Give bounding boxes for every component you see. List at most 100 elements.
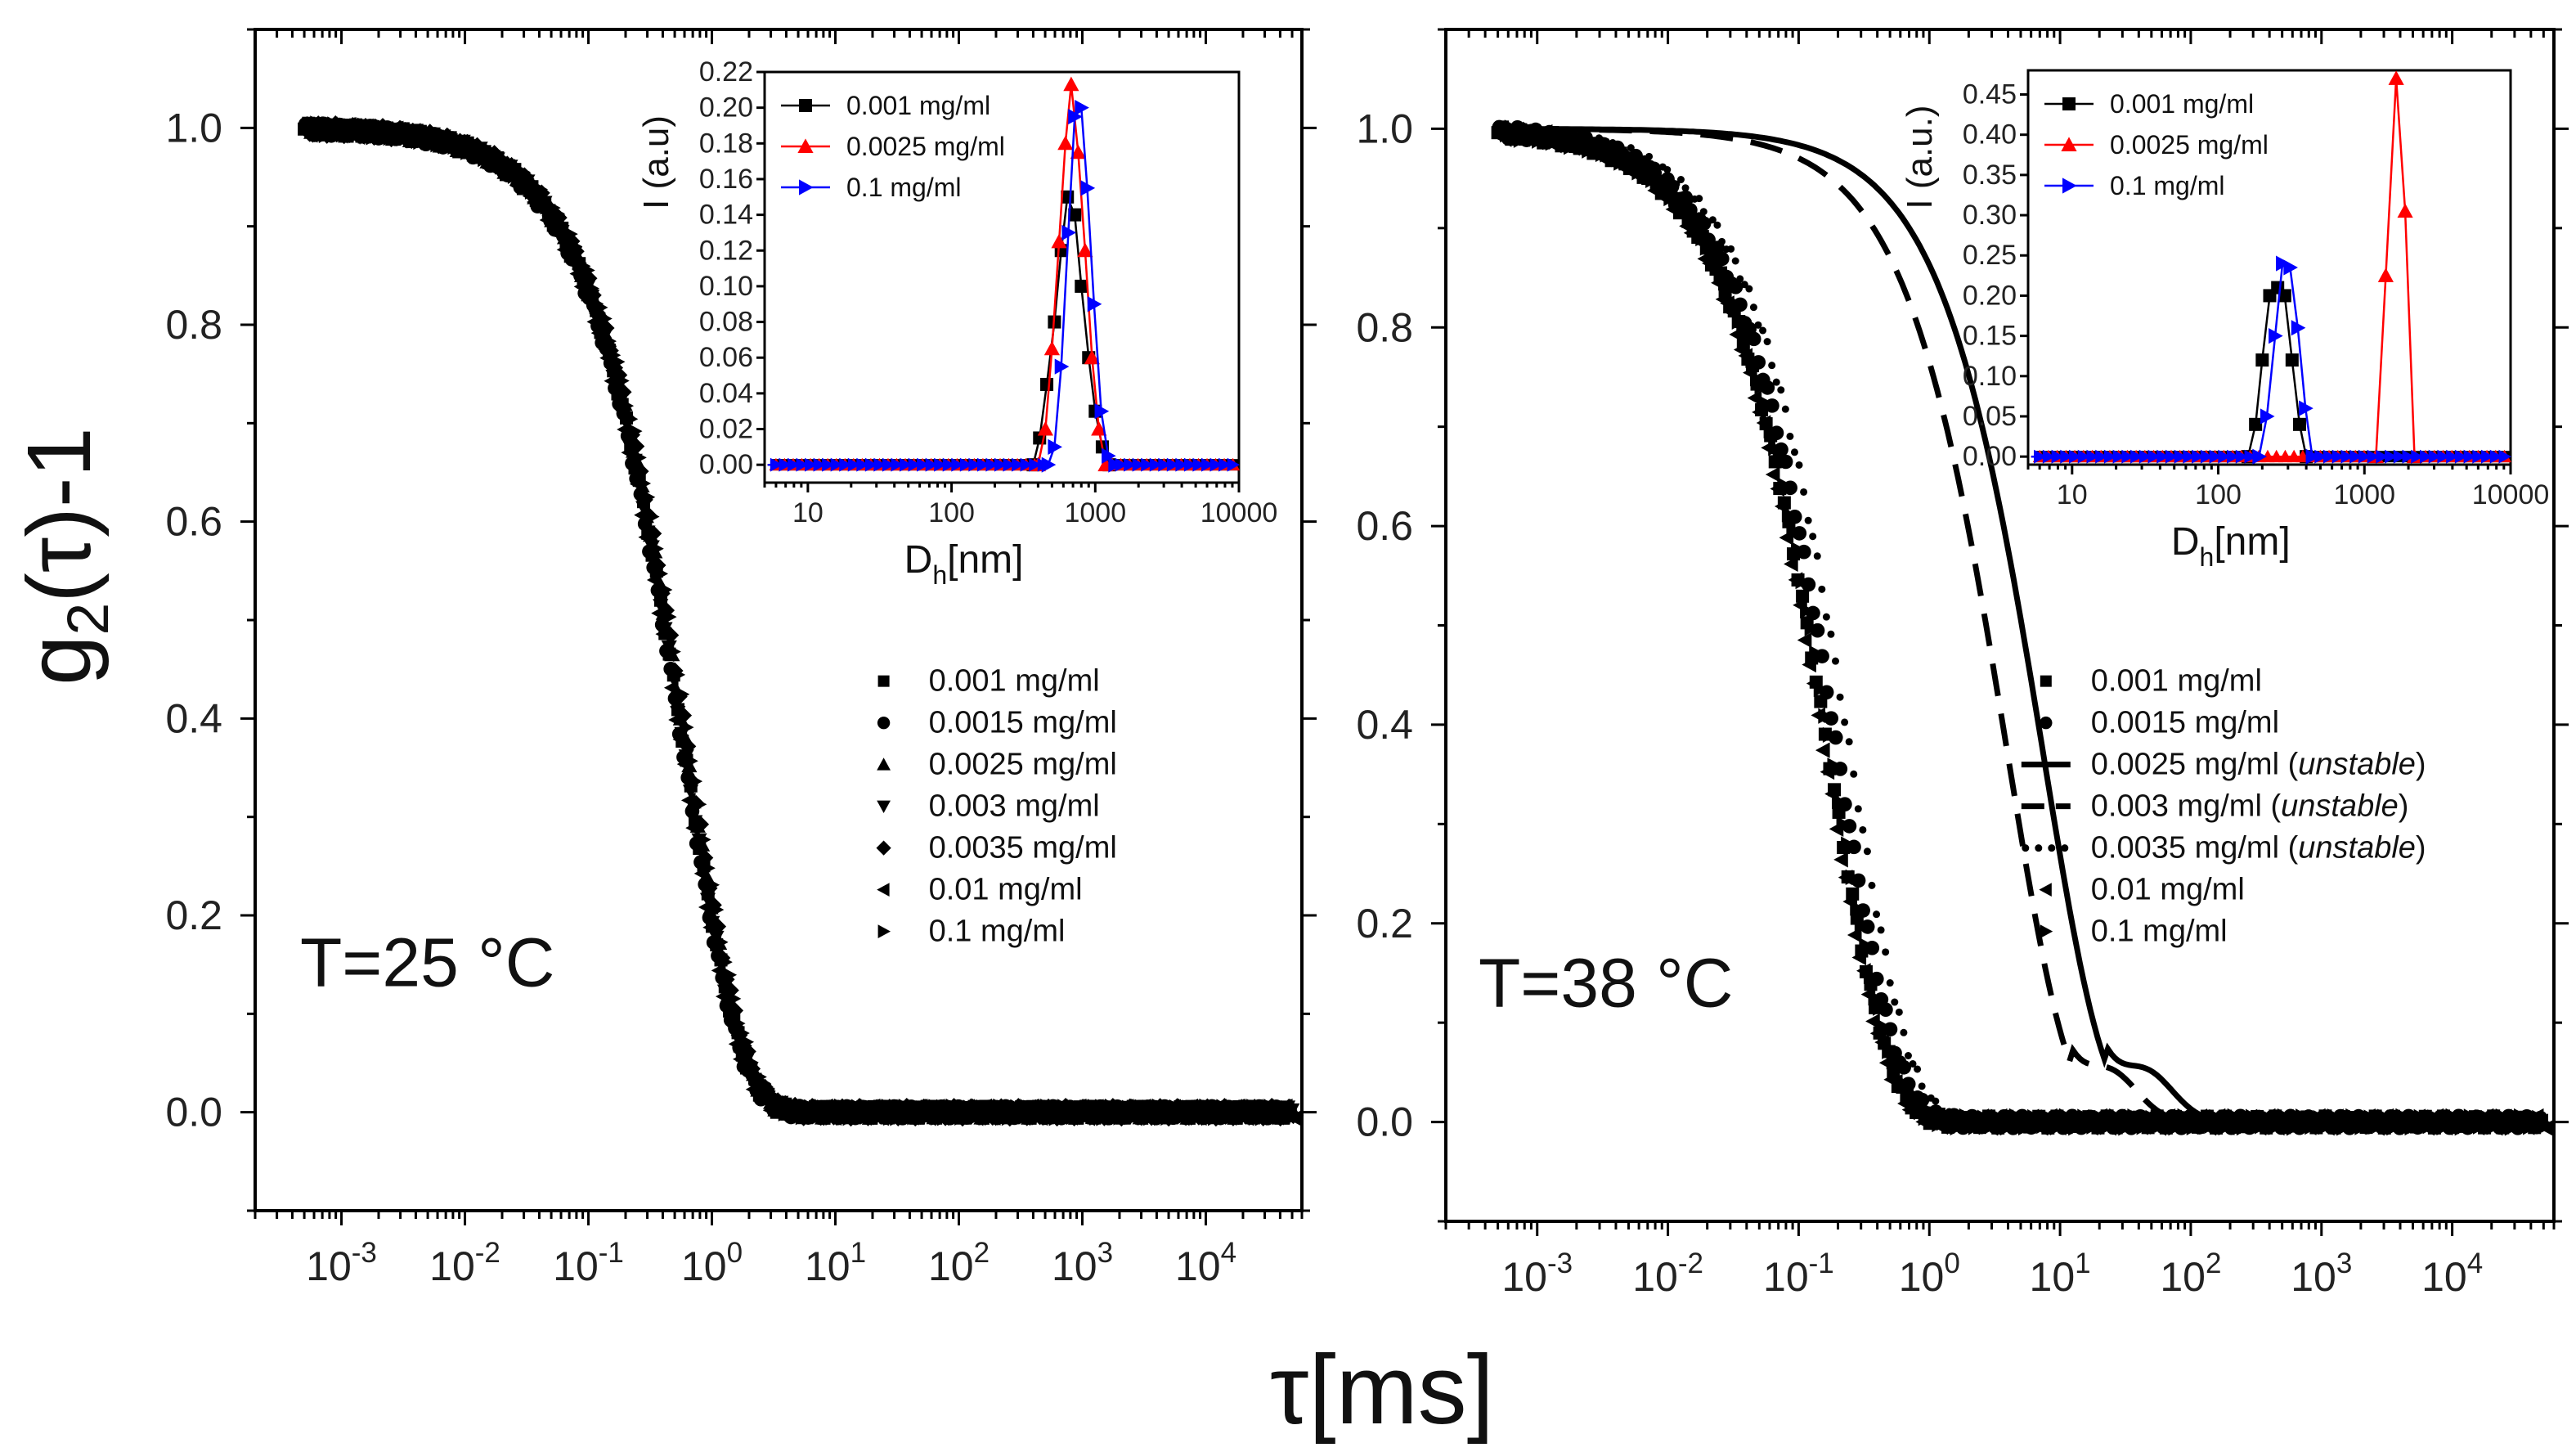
data-point xyxy=(1850,770,1858,778)
legend-label: 0.0035 mg/ml (unstable) xyxy=(2091,831,2426,865)
data-point xyxy=(1747,389,1762,407)
data-point xyxy=(1559,131,1574,147)
inset-baseline-point xyxy=(2472,449,2485,464)
data-point xyxy=(1841,718,1849,726)
data-point xyxy=(728,1036,743,1052)
data-point xyxy=(907,1109,922,1126)
inset-data-point xyxy=(1048,438,1062,455)
data-point xyxy=(657,582,673,598)
inset-data-point xyxy=(1041,456,1057,473)
inset-baseline-point xyxy=(2138,449,2152,464)
data-point xyxy=(649,541,664,557)
inset-data-point xyxy=(1037,420,1053,436)
inset-data-point xyxy=(2276,255,2291,272)
data-point xyxy=(1790,448,1798,456)
data-point xyxy=(1754,321,1762,329)
data-point xyxy=(1550,133,1564,150)
data-point xyxy=(1745,352,1760,368)
inset-y-tick-label: 0.40 xyxy=(1963,119,2017,151)
legend-label: 0.001 mg/ml xyxy=(929,664,1100,699)
legend-marker xyxy=(877,924,891,939)
data-point xyxy=(972,1108,986,1124)
data-point xyxy=(2004,1114,2019,1131)
data-point xyxy=(804,1099,819,1115)
legend-label: 0.0025 mg/ml (unstable) xyxy=(2091,748,2426,782)
data-point xyxy=(1804,620,1820,636)
inset-x-label: Dh[nm] xyxy=(904,538,1024,590)
data-point xyxy=(1891,998,1899,1006)
data-point xyxy=(469,136,484,152)
data-point xyxy=(1027,1101,1042,1117)
data-point xyxy=(2390,1114,2406,1131)
inset-x-label: Dh[nm] xyxy=(2171,520,2291,572)
inset-series xyxy=(2031,255,2511,465)
inset-y-tick-label: 0.04 xyxy=(699,378,753,409)
data-point xyxy=(795,1109,810,1126)
inset-data-point xyxy=(2283,259,2298,276)
inset-baseline-point xyxy=(2121,449,2134,464)
data-point xyxy=(586,313,602,330)
data-point xyxy=(486,144,501,160)
data-point xyxy=(1075,1100,1089,1117)
data-point xyxy=(2264,1111,2278,1127)
inset-baseline-point xyxy=(1141,457,1154,472)
inset-data-point xyxy=(1084,349,1100,365)
data-point xyxy=(2236,1120,2251,1136)
x-tick-label: 10-3 xyxy=(1501,1247,1573,1300)
inset-legend-marker xyxy=(799,179,814,196)
inset-baseline-point xyxy=(1218,457,1232,472)
y-tick-label: 1.0 xyxy=(1356,106,1413,151)
data-point xyxy=(1178,1108,1192,1125)
data-point xyxy=(2372,1117,2388,1134)
inset-y-tick-label: 0.15 xyxy=(1963,321,2017,352)
data-point xyxy=(1845,738,1853,746)
inset-baseline-point xyxy=(2147,449,2161,464)
inset-y-tick-label: 0.35 xyxy=(1963,160,2017,191)
data-point xyxy=(1509,125,1524,142)
inset-data-point xyxy=(2299,400,2313,416)
data-point xyxy=(859,1108,875,1125)
inset-baseline-point xyxy=(2069,449,2082,464)
legend-marker xyxy=(877,800,891,814)
inset-baseline-point xyxy=(2156,449,2170,464)
data-point xyxy=(644,508,660,525)
inset-baseline-point xyxy=(2095,449,2108,464)
inset-legend-marker xyxy=(2061,137,2077,151)
inset-baseline-point xyxy=(1020,457,1034,472)
temperature-annotation: T=38 °C xyxy=(1479,945,1733,1022)
x-tick-label: 10-1 xyxy=(1763,1247,1834,1300)
data-point xyxy=(1847,927,1862,943)
data-point xyxy=(701,860,716,876)
inset-baseline-point xyxy=(796,457,809,472)
legend-label: 0.003 mg/ml (unstable) xyxy=(2091,789,2409,824)
data-point xyxy=(1749,371,1765,387)
data-point xyxy=(709,918,727,935)
data-point xyxy=(1914,1065,1922,1073)
data-point xyxy=(672,731,688,748)
data-point xyxy=(1254,1110,1270,1126)
data-point xyxy=(636,475,652,492)
data-point xyxy=(520,173,536,190)
inset-baseline-point xyxy=(994,457,1008,472)
data-point xyxy=(1645,152,1654,160)
inset-baseline-point xyxy=(2358,449,2372,464)
data-point xyxy=(1845,869,1860,885)
data-point xyxy=(602,333,617,349)
data-point xyxy=(1813,681,1829,697)
data-point xyxy=(787,1096,801,1113)
data-point xyxy=(2472,1118,2488,1135)
x-tick-label: 10-2 xyxy=(1632,1247,1703,1300)
data-point xyxy=(456,134,471,151)
inset-baseline-point xyxy=(2130,449,2143,464)
inset-baseline-point xyxy=(787,457,801,472)
data-point xyxy=(1160,1109,1175,1126)
data-point xyxy=(1772,452,1788,468)
data-point xyxy=(604,373,619,389)
inset-baseline-point xyxy=(976,457,990,472)
data-point xyxy=(1833,852,1848,868)
inset-baseline-point xyxy=(2227,449,2240,464)
data-point xyxy=(1676,176,1685,184)
data-point xyxy=(2214,1112,2228,1128)
data-point xyxy=(1718,237,1726,245)
data-point xyxy=(1609,145,1624,161)
